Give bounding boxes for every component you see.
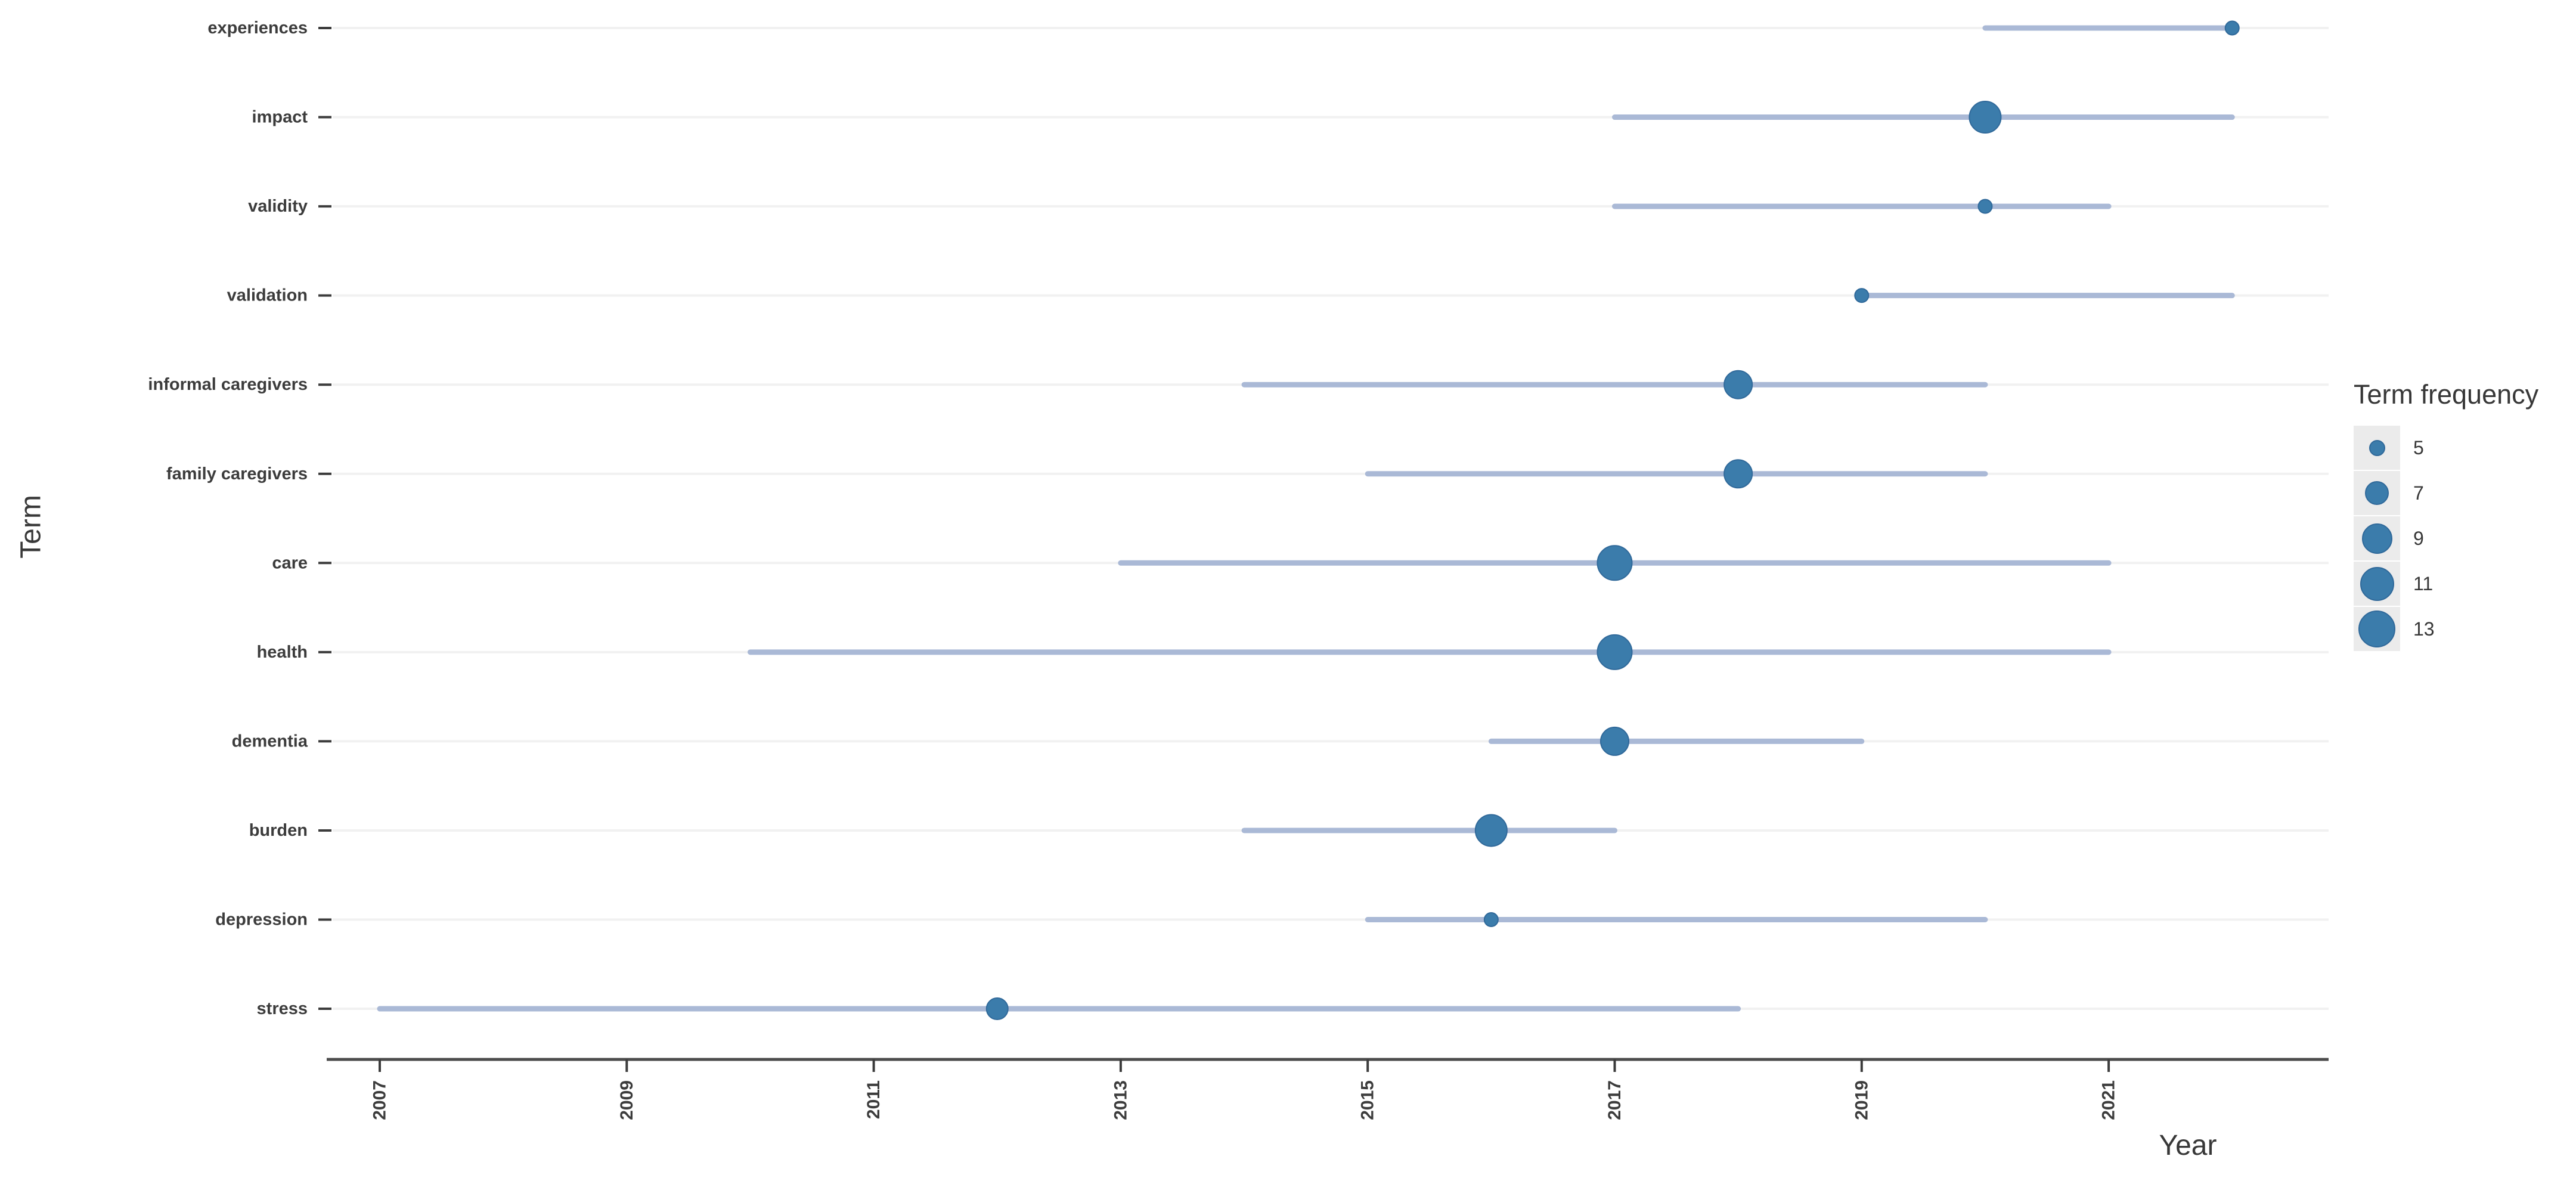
y-tick-label: impact: [252, 108, 308, 127]
legend-size-dot: [2361, 523, 2392, 554]
legend-value-label: 13: [2413, 618, 2435, 640]
x-tick-label: 2015: [1358, 1080, 1378, 1120]
legend-size-dot: [2369, 439, 2385, 456]
legend-key-box: [2354, 516, 2400, 560]
median-year-dot: [1723, 370, 1753, 399]
y-tick-label: stress: [257, 999, 308, 1018]
y-tick-label: depression: [215, 910, 308, 929]
legend-value-label: 11: [2413, 572, 2434, 594]
median-year-dot: [1597, 634, 1633, 670]
x-tick-label: 2013: [1111, 1080, 1130, 1120]
y-tick-label: validity: [248, 197, 308, 216]
y-tick-label: dementia: [232, 732, 308, 751]
x-tick-label: 2017: [1605, 1080, 1625, 1120]
legend-title: Term frequency: [2354, 379, 2539, 410]
y-tick-label: validation: [227, 286, 308, 305]
x-tick-label: 2007: [370, 1080, 390, 1120]
legend-items: 5 7 9 11 13: [2354, 426, 2568, 652]
legend-value-label: 9: [2413, 527, 2424, 549]
median-year-dot: [2224, 20, 2240, 36]
legend-key-box: [2354, 426, 2400, 470]
legend-size-dot: [2360, 566, 2394, 601]
x-tick-label: 2019: [1852, 1080, 1871, 1120]
x-tick-label: 2021: [2099, 1080, 2119, 1120]
legend-item: 5: [2354, 426, 2568, 470]
x-tick-label: 2011: [864, 1080, 884, 1119]
y-tick-label: burden: [249, 821, 308, 840]
x-tick-label: 2009: [617, 1080, 637, 1120]
y-tick-label: experiences: [207, 18, 308, 38]
legend-item: 11: [2354, 562, 2568, 606]
legend-value-label: 7: [2413, 482, 2424, 504]
y-tick-label: family caregivers: [166, 464, 308, 484]
legend-size-dot: [2365, 481, 2389, 505]
median-year-dot: [1597, 545, 1633, 581]
median-year-dot: [1600, 726, 1629, 756]
median-year-dot: [1854, 288, 1870, 303]
median-year-dot: [985, 997, 1009, 1021]
legend-key-box: [2354, 471, 2400, 515]
y-tick-label: informal caregivers: [148, 375, 308, 394]
median-year-dot: [1723, 459, 1753, 489]
y-tick-label: health: [257, 643, 308, 662]
x-axis-title: Year: [2159, 1130, 2217, 1161]
y-axis-title: Term: [15, 495, 47, 559]
legend-value-label: 5: [2413, 436, 2424, 458]
legend-size-dot: [2358, 610, 2395, 647]
median-year-dot: [1474, 814, 1508, 847]
median-year-dot: [1969, 101, 2002, 134]
legend-item: 9: [2354, 516, 2568, 560]
median-year-dot: [1977, 199, 1993, 214]
legend-item: 7: [2354, 471, 2568, 515]
legend: Term frequency 5 7 9 11 13: [2354, 379, 2568, 652]
legend-key-box: [2354, 562, 2400, 606]
legend-key-box: [2354, 607, 2400, 651]
legend-item: 13: [2354, 607, 2568, 651]
median-year-dot: [1483, 912, 1499, 927]
y-tick-label: care: [272, 553, 308, 572]
